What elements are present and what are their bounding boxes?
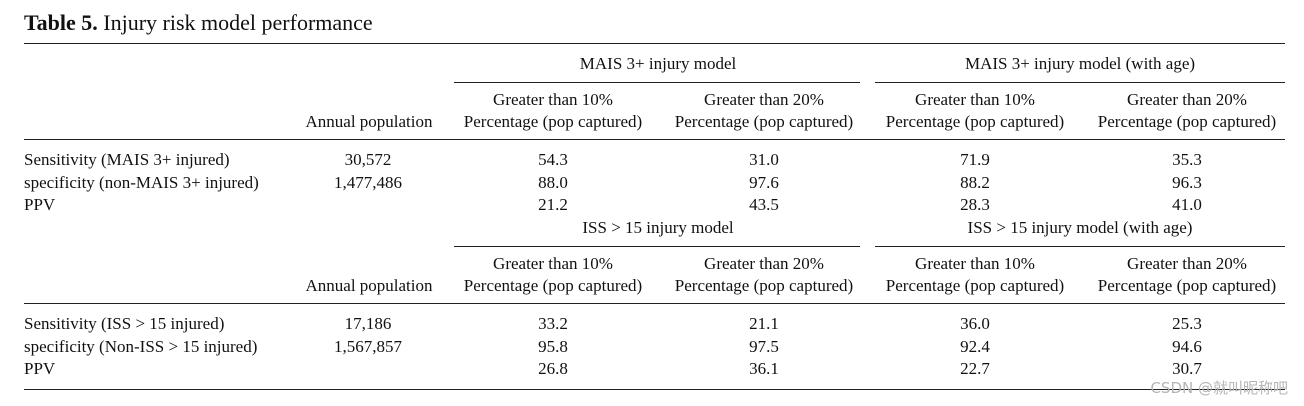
threshold-header: Greater than 20% — [704, 254, 824, 273]
row-value: 31.0 — [749, 150, 779, 169]
row-label: PPV — [24, 359, 56, 378]
model-rule-1 — [454, 82, 860, 83]
model-rule-3 — [454, 246, 860, 247]
row-value: 97.5 — [749, 337, 779, 356]
threshold-header: Greater than 20% — [704, 90, 824, 109]
threshold-header: Greater than 10% — [493, 90, 613, 109]
header-rule-2 — [24, 303, 1285, 304]
threshold-header: Greater than 20% — [1127, 254, 1247, 273]
row-value: 97.6 — [749, 173, 779, 192]
annual-population-header: Annual population — [305, 276, 433, 295]
threshold-header: Greater than 10% — [493, 254, 613, 273]
row-value: 21.2 — [538, 195, 568, 214]
row-value: 88.0 — [538, 173, 568, 192]
bottom-rule — [24, 389, 1285, 390]
row-value: 88.2 — [960, 173, 990, 192]
model-rule-2 — [875, 82, 1285, 83]
top-rule — [24, 43, 1285, 44]
row-value: 92.4 — [960, 337, 990, 356]
row-value: 54.3 — [538, 150, 568, 169]
row-population: 30,572 — [344, 150, 392, 169]
table-title: Injury risk model performance — [97, 10, 373, 35]
percentage-header: Percentage (pop captured) — [674, 112, 854, 131]
row-label: specificity (Non-ISS > 15 injured) — [24, 337, 258, 356]
row-value: 41.0 — [1172, 195, 1202, 214]
model-title: MAIS 3+ injury model — [579, 54, 737, 73]
threshold-header: Greater than 10% — [915, 90, 1035, 109]
percentage-header: Percentage (pop captured) — [885, 276, 1065, 295]
row-population: 17,186 — [344, 314, 392, 333]
percentage-header: Percentage (pop captured) — [463, 276, 643, 295]
row-value: 43.5 — [749, 195, 779, 214]
percentage-header: Percentage (pop captured) — [674, 276, 854, 295]
percentage-header: Percentage (pop captured) — [1097, 276, 1277, 295]
row-label: Sensitivity (MAIS 3+ injured) — [24, 150, 230, 169]
row-value: 36.0 — [960, 314, 990, 333]
row-value: 30.7 — [1172, 359, 1202, 378]
model-rule-4 — [875, 246, 1285, 247]
row-value: 26.8 — [538, 359, 568, 378]
header-rule-1 — [24, 139, 1285, 140]
row-value: 22.7 — [960, 359, 990, 378]
row-value: 96.3 — [1172, 173, 1202, 192]
row-population: 1,567,857 — [334, 337, 402, 356]
row-value: 28.3 — [960, 195, 990, 214]
row-label: PPV — [24, 195, 56, 214]
row-value: 33.2 — [538, 314, 568, 333]
watermark: CSDN @就叫昵称吧 — [1150, 379, 1288, 397]
row-value: 94.6 — [1172, 337, 1202, 356]
row-label: specificity (non-MAIS 3+ injured) — [24, 173, 259, 192]
table-label: Table 5. — [24, 10, 98, 35]
threshold-header: Greater than 20% — [1127, 90, 1247, 109]
row-value: 35.3 — [1172, 150, 1202, 169]
annual-population-header: Annual population — [305, 112, 433, 131]
row-label: Sensitivity (ISS > 15 injured) — [24, 314, 225, 333]
percentage-header: Percentage (pop captured) — [1097, 112, 1277, 131]
model-title: MAIS 3+ injury model (with age) — [964, 54, 1196, 73]
percentage-header: Percentage (pop captured) — [463, 112, 643, 131]
model-title: ISS > 15 injury model (with age) — [967, 218, 1193, 237]
row-value: 36.1 — [749, 359, 779, 378]
row-value: 71.9 — [960, 150, 990, 169]
row-population: 1,477,486 — [334, 173, 402, 192]
model-title: ISS > 15 injury model — [582, 218, 734, 237]
percentage-header: Percentage (pop captured) — [885, 112, 1065, 131]
row-value: 25.3 — [1172, 314, 1202, 333]
threshold-header: Greater than 10% — [915, 254, 1035, 273]
table-caption: Table 5. Injury risk model performance — [24, 9, 373, 37]
row-value: 21.1 — [749, 314, 779, 333]
row-value: 95.8 — [538, 337, 568, 356]
